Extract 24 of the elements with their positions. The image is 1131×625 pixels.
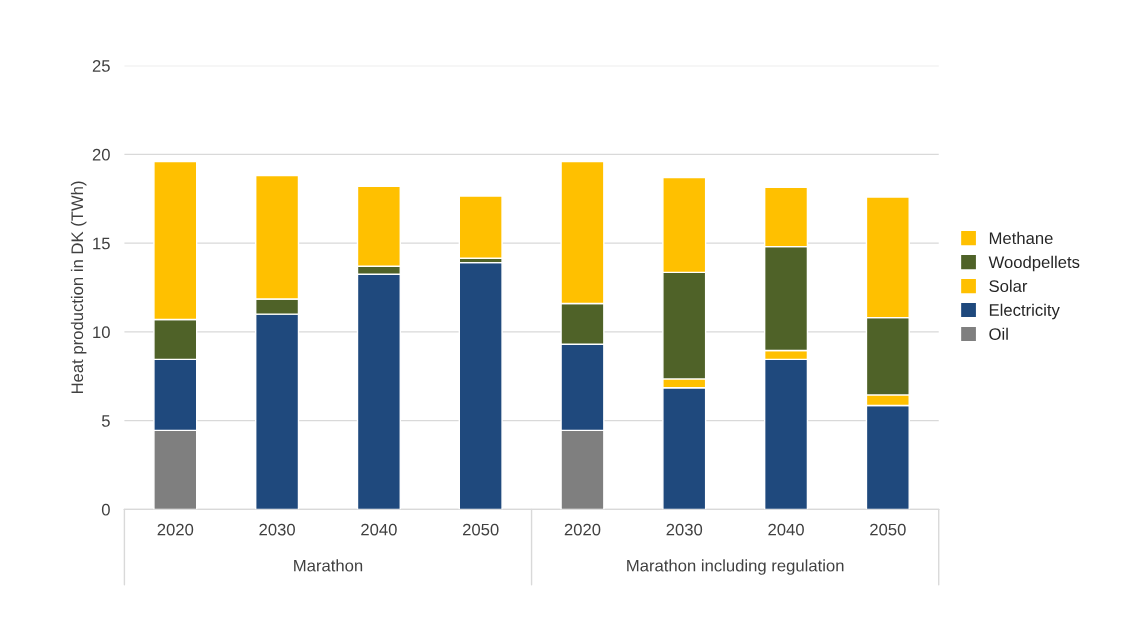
legend-label: Electricity — [989, 303, 1060, 320]
x-tick-label: 2030 — [259, 523, 295, 536]
y-tick-label: 0 — [101, 503, 110, 516]
y-axis-title: Heat production in DK (TWh) — [70, 181, 87, 394]
text: Marathon including regulation — [627, 559, 844, 575]
text: Marathon — [294, 559, 363, 572]
y-tick-label: 25 — [92, 60, 110, 72]
y-tick-label: 5 — [101, 415, 110, 427]
legend-label: Solar — [989, 279, 1028, 293]
y-tick-label: 20 — [92, 148, 110, 161]
bar — [458, 195, 503, 259]
legend-label: Methane — [989, 231, 1053, 245]
y-tick-label: 10 — [93, 326, 110, 339]
x-tick-label: 2040 — [361, 523, 397, 536]
x-tick-label: 2050 — [462, 523, 499, 536]
x-tick-label: 2050 — [870, 523, 906, 536]
x-tick-label: 2020 — [564, 523, 601, 536]
legend-label: Oil — [989, 327, 1008, 340]
x-tick-label: 2030 — [666, 523, 703, 536]
x-tick-label: 2040 — [768, 523, 804, 536]
bar — [458, 261, 503, 510]
y-tick-label: 15 — [93, 237, 110, 250]
legend-label: Woodpellets — [988, 255, 1080, 272]
x-tick-label: 2020 — [157, 523, 194, 536]
